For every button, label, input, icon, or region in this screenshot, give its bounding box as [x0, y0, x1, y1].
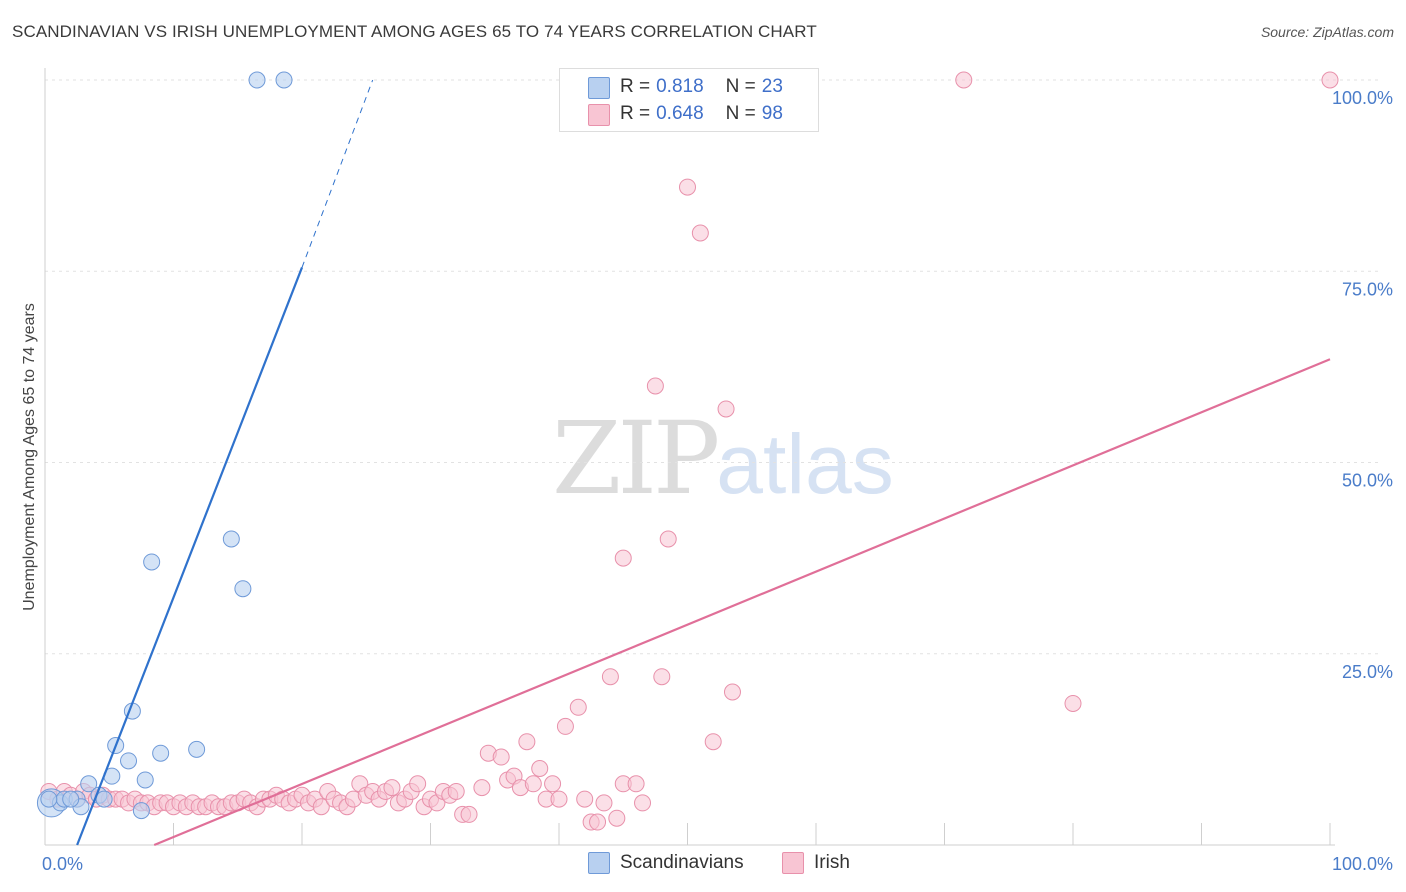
irish-point — [544, 775, 562, 793]
irish-point — [524, 775, 542, 793]
irish-point — [473, 779, 491, 797]
scandinavians-swatch — [588, 77, 610, 99]
scandinavian-point — [62, 790, 80, 808]
irish-n-label: N = — [725, 103, 756, 124]
irish-stats: R = 0.648 N = 98 — [620, 103, 783, 125]
scandinavians-r-value: 0.818 — [656, 76, 704, 97]
chart-title: SCANDINAVIAN VS IRISH UNEMPLOYMENT AMONG… — [12, 22, 817, 41]
irish-point — [492, 748, 510, 766]
irish-point — [653, 668, 671, 686]
irish-point — [955, 71, 973, 89]
irish-points — [40, 71, 1339, 831]
scandinavian-point — [234, 580, 252, 598]
tick-labels: 25.0% 50.0% 75.0% 100.0% 0.0% 100.0% — [42, 88, 1393, 874]
scandinavian-point — [152, 744, 170, 762]
legend-item-scandinavians[interactable]: Scandinavians — [588, 852, 744, 874]
legend-item-irish[interactable]: Irish — [782, 852, 850, 874]
irish-point — [569, 698, 587, 716]
irish-point — [614, 549, 632, 567]
y-tick-label: 100.0% — [1332, 88, 1393, 108]
scandinavian-point — [40, 790, 58, 808]
irish-point — [550, 790, 568, 808]
scandinavian-point — [120, 752, 138, 770]
scandinavians-stats: R = 0.818 N = 23 — [620, 76, 783, 98]
scandinavians-n-label: N = — [725, 76, 756, 97]
y-tick-label: 25.0% — [1342, 662, 1393, 682]
irish-point — [659, 530, 677, 548]
irish-swatch — [588, 104, 610, 126]
irish-point — [627, 775, 645, 793]
scandinavian-point — [143, 553, 161, 571]
irish-point — [409, 775, 427, 793]
scandinavians-trend-extension — [301, 79, 374, 268]
irish-point — [608, 809, 626, 827]
axes — [44, 68, 1335, 846]
irish-point — [717, 400, 735, 418]
irish-point — [576, 790, 594, 808]
x-tick-label: 0.0% — [42, 854, 83, 874]
scandinavians-trend-line — [76, 267, 304, 846]
trend-lines — [76, 79, 1331, 847]
irish-point — [1064, 694, 1082, 712]
irish-point — [1321, 71, 1339, 89]
scandinavian-point — [132, 802, 150, 820]
irish-point — [518, 733, 536, 751]
scandinavian-point — [188, 740, 206, 758]
irish-r-label: R = — [620, 103, 651, 124]
irish-point — [531, 760, 549, 777]
scandinavian-points — [36, 71, 293, 820]
scandinavian-point — [275, 71, 293, 89]
irish-point — [460, 805, 478, 823]
scandinavian-point — [248, 71, 266, 89]
source-label: Source: ZipAtlas.com — [1260, 24, 1394, 40]
scandinavian-point — [222, 530, 240, 548]
scandinavian-point — [136, 771, 154, 789]
irish-point — [589, 813, 607, 831]
irish-point — [679, 178, 696, 196]
scandinavians-r-label: R = — [620, 76, 651, 97]
irish-point — [556, 717, 574, 735]
legend-swatch-scandinavians — [588, 852, 610, 874]
scandinavians-n-value: 23 — [761, 76, 783, 97]
irish-point — [723, 683, 741, 701]
correlation-legend: R = 0.818 N = 23 R = 0.648 N = 98 — [559, 68, 819, 132]
y-tick-label: 50.0% — [1342, 471, 1393, 491]
irish-point — [447, 782, 465, 800]
irish-point — [601, 668, 619, 686]
grid-lines — [45, 79, 1380, 655]
legend-label-irish: Irish — [814, 852, 850, 873]
irish-point — [691, 224, 709, 242]
irish-n-value: 98 — [761, 103, 783, 124]
irish-point — [704, 733, 722, 751]
scandinavian-point — [80, 775, 98, 793]
watermark: ZIPatlas — [552, 400, 894, 517]
irish-point — [634, 794, 652, 812]
legend-swatch-irish — [782, 852, 804, 874]
irish-r-value: 0.648 — [656, 103, 704, 124]
watermark-atlas: atlas — [716, 417, 894, 511]
watermark-zip: ZIP — [552, 400, 720, 517]
x-tick-label: 100.0% — [1332, 854, 1393, 874]
irish-trend-line — [153, 358, 1331, 847]
irish-point — [312, 798, 330, 816]
y-tick-label: 75.0% — [1342, 279, 1393, 299]
irish-point — [646, 377, 664, 395]
scandinavian-point — [95, 790, 113, 808]
irish-point — [383, 779, 401, 797]
series-legend: Scandinavians Irish — [0, 852, 1406, 876]
legend-label-scandinavians: Scandinavians — [620, 852, 744, 873]
irish-point — [595, 794, 613, 812]
